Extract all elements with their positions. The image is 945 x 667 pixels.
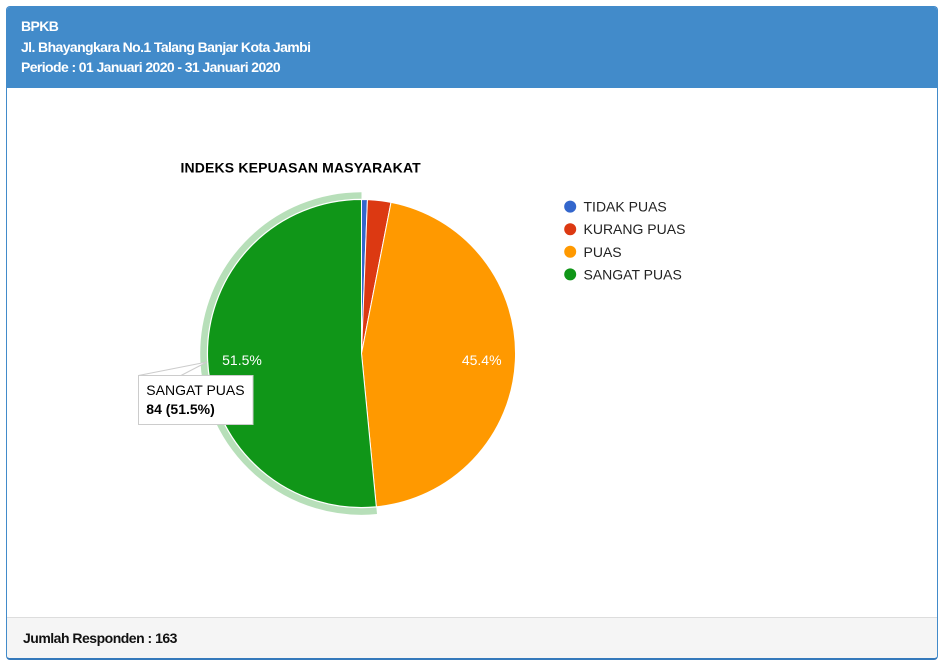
svg-text:84 (51.5%): 84 (51.5%) [146, 401, 214, 417]
svg-text:45.4%: 45.4% [462, 352, 502, 368]
svg-text:TIDAK PUAS: TIDAK PUAS [584, 199, 667, 215]
svg-text:PUAS: PUAS [584, 244, 622, 260]
svg-text:51.5%: 51.5% [222, 352, 262, 368]
svg-text:INDEKS KEPUASAN MASYARAKAT: INDEKS KEPUASAN MASYARAKAT [181, 160, 422, 176]
svg-text:KURANG PUAS: KURANG PUAS [584, 221, 686, 237]
svg-text:SANGAT PUAS: SANGAT PUAS [584, 266, 682, 282]
svg-text:SANGAT PUAS: SANGAT PUAS [146, 382, 244, 398]
